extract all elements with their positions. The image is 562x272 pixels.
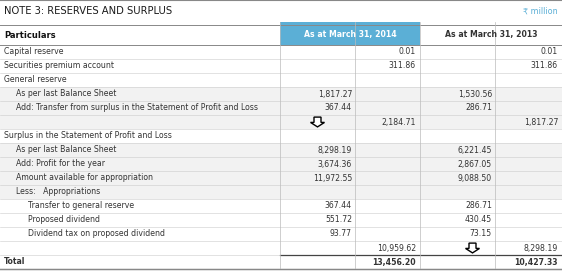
Text: As per last Balance Sheet: As per last Balance Sheet	[16, 146, 116, 154]
Text: Less:   Appropriations: Less: Appropriations	[16, 187, 100, 196]
Text: 9,088.50: 9,088.50	[458, 174, 492, 183]
Text: Add: Profit for the year: Add: Profit for the year	[16, 159, 105, 168]
Text: 430.45: 430.45	[465, 215, 492, 224]
Text: General reserve: General reserve	[4, 76, 67, 85]
Text: 3,674.36: 3,674.36	[318, 159, 352, 168]
Polygon shape	[310, 117, 324, 127]
Text: 10,427.33: 10,427.33	[514, 258, 558, 267]
Text: NOTE 3: RESERVES AND SURPLUS: NOTE 3: RESERVES AND SURPLUS	[4, 6, 172, 16]
Text: 311.86: 311.86	[531, 61, 558, 70]
Text: Transfer to general reserve: Transfer to general reserve	[28, 202, 134, 211]
Text: 11,972.55: 11,972.55	[312, 174, 352, 183]
Text: 286.71: 286.71	[465, 104, 492, 113]
Text: Add: Transfer from surplus in the Statement of Profit and Loss: Add: Transfer from surplus in the Statem…	[16, 104, 258, 113]
Bar	[0, 157, 562, 171]
Bar	[0, 115, 562, 129]
Text: 551.72: 551.72	[325, 215, 352, 224]
Text: As at March 31, 2014: As at March 31, 2014	[303, 30, 396, 39]
Text: Dividend tax on proposed dividend: Dividend tax on proposed dividend	[28, 230, 165, 239]
Text: 2,184.71: 2,184.71	[382, 118, 416, 126]
Text: 286.71: 286.71	[465, 202, 492, 211]
Bar	[280, 25, 420, 45]
Text: 1,530.56: 1,530.56	[458, 89, 492, 98]
Text: 8,298.19: 8,298.19	[318, 146, 352, 154]
Text: 0.01: 0.01	[399, 48, 416, 57]
Text: Securities premium account: Securities premium account	[4, 61, 114, 70]
Text: 1,817.27: 1,817.27	[524, 118, 558, 126]
Text: 311.86: 311.86	[389, 61, 416, 70]
Text: 13,456.20: 13,456.20	[373, 258, 416, 267]
Bar	[0, 87, 562, 101]
Text: Proposed dividend: Proposed dividend	[28, 215, 100, 224]
Text: Total: Total	[4, 258, 25, 267]
Bar	[0, 185, 562, 199]
Bar	[280, 22, 420, 25]
Text: 1,817.27: 1,817.27	[318, 89, 352, 98]
Text: 0.01: 0.01	[541, 48, 558, 57]
Text: ₹ million: ₹ million	[523, 7, 558, 16]
Text: 6,221.45: 6,221.45	[457, 146, 492, 154]
Text: 93.77: 93.77	[330, 230, 352, 239]
Text: Amount available for appropriation: Amount available for appropriation	[16, 174, 153, 183]
Text: 367.44: 367.44	[325, 202, 352, 211]
Text: 367.44: 367.44	[325, 104, 352, 113]
Text: 2,867.05: 2,867.05	[458, 159, 492, 168]
Polygon shape	[465, 243, 479, 253]
Text: Particulars: Particulars	[4, 30, 56, 39]
Bar	[0, 143, 562, 157]
Bar	[0, 171, 562, 185]
Text: 10,959.62: 10,959.62	[377, 243, 416, 252]
Bar	[0, 101, 562, 115]
Text: As at March 31, 2013: As at March 31, 2013	[445, 30, 537, 39]
Text: Surplus in the Statement of Profit and Loss: Surplus in the Statement of Profit and L…	[4, 131, 172, 141]
Text: 73.15: 73.15	[470, 230, 492, 239]
Bar	[0, 0, 562, 22]
Text: 8,298.19: 8,298.19	[524, 243, 558, 252]
Text: Capital reserve: Capital reserve	[4, 48, 64, 57]
Text: As per last Balance Sheet: As per last Balance Sheet	[16, 89, 116, 98]
